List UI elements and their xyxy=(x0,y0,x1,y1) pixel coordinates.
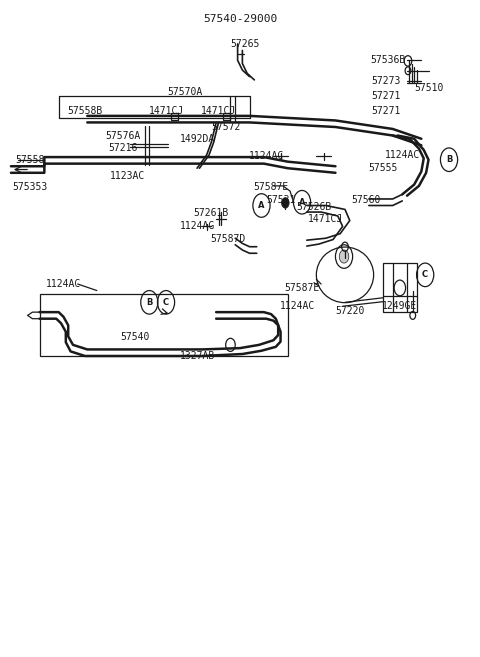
Text: 57587D: 57587D xyxy=(210,234,246,244)
Text: C: C xyxy=(422,270,428,279)
Text: 57540: 57540 xyxy=(120,332,150,342)
Text: B: B xyxy=(446,155,452,164)
Text: 57531: 57531 xyxy=(266,195,295,205)
Text: 57558: 57558 xyxy=(15,155,45,166)
Text: 1327AB: 1327AB xyxy=(180,351,215,361)
Circle shape xyxy=(281,198,289,208)
Bar xyxy=(383,263,417,312)
Text: 1123AC: 1123AC xyxy=(110,171,145,181)
Text: 1124AC: 1124AC xyxy=(249,151,284,161)
Text: 57570A: 57570A xyxy=(168,87,203,97)
Text: B: B xyxy=(146,298,153,307)
Text: 57261B: 57261B xyxy=(194,208,229,218)
Text: 57555: 57555 xyxy=(369,163,398,173)
Text: 57273: 57273 xyxy=(371,76,400,86)
Text: 1124AC: 1124AC xyxy=(384,150,420,160)
Text: 57271: 57271 xyxy=(371,91,400,101)
Text: 57587E: 57587E xyxy=(253,182,288,193)
Bar xyxy=(171,112,178,120)
Text: 1471CJ: 1471CJ xyxy=(148,106,184,116)
Text: A: A xyxy=(299,198,305,207)
Text: 1124AC: 1124AC xyxy=(46,279,81,289)
Text: A: A xyxy=(258,201,265,210)
Text: 57540-29000: 57540-29000 xyxy=(203,14,277,24)
Text: 57587E: 57587E xyxy=(285,283,320,293)
Bar xyxy=(39,294,288,356)
Text: 1471CJ: 1471CJ xyxy=(201,106,236,116)
Text: C: C xyxy=(163,298,169,307)
Text: 1492DA: 1492DA xyxy=(180,135,215,145)
Text: 57560: 57560 xyxy=(352,195,381,205)
Text: 1471CJ: 1471CJ xyxy=(308,214,344,223)
Text: 1124AC: 1124AC xyxy=(280,301,315,311)
Text: 57265: 57265 xyxy=(230,39,260,49)
Text: 57572: 57572 xyxy=(211,122,240,132)
Text: 57510: 57510 xyxy=(414,83,443,93)
Text: 1124AG: 1124AG xyxy=(180,221,215,231)
Text: 575353: 575353 xyxy=(12,182,48,193)
Text: 57526B: 57526B xyxy=(296,202,332,212)
Bar xyxy=(223,112,230,120)
Text: 57271: 57271 xyxy=(371,106,400,116)
Text: 57576A: 57576A xyxy=(106,131,141,141)
Text: 57558B: 57558B xyxy=(67,106,103,116)
Text: 57220: 57220 xyxy=(335,306,364,316)
Text: 57536B: 57536B xyxy=(370,55,406,65)
Text: 57216: 57216 xyxy=(108,143,138,153)
Text: 1249GE: 1249GE xyxy=(382,301,418,311)
Circle shape xyxy=(339,250,349,263)
